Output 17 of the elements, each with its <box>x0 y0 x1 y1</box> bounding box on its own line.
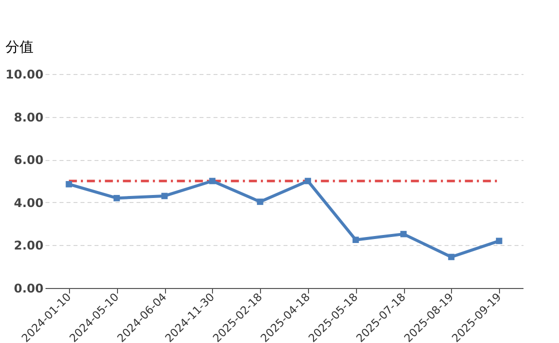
y-tick-label: 10.00 <box>6 68 44 82</box>
point <box>496 238 502 244</box>
y-tick-label: 2.00 <box>14 238 44 253</box>
point <box>352 236 359 244</box>
point <box>161 192 168 200</box>
point <box>256 198 264 205</box>
point <box>304 178 312 184</box>
y-tick-label: 6.00 <box>14 153 44 168</box>
point <box>448 254 454 260</box>
point <box>400 230 407 238</box>
y-tick-label: 8.00 <box>14 110 44 124</box>
y-tick-label: 0.00 <box>14 282 44 296</box>
y-tick-label: 4.00 <box>14 196 44 210</box>
point <box>209 178 216 184</box>
point <box>66 181 72 188</box>
point <box>114 194 120 202</box>
y-axis-title: 分值 <box>6 40 34 56</box>
